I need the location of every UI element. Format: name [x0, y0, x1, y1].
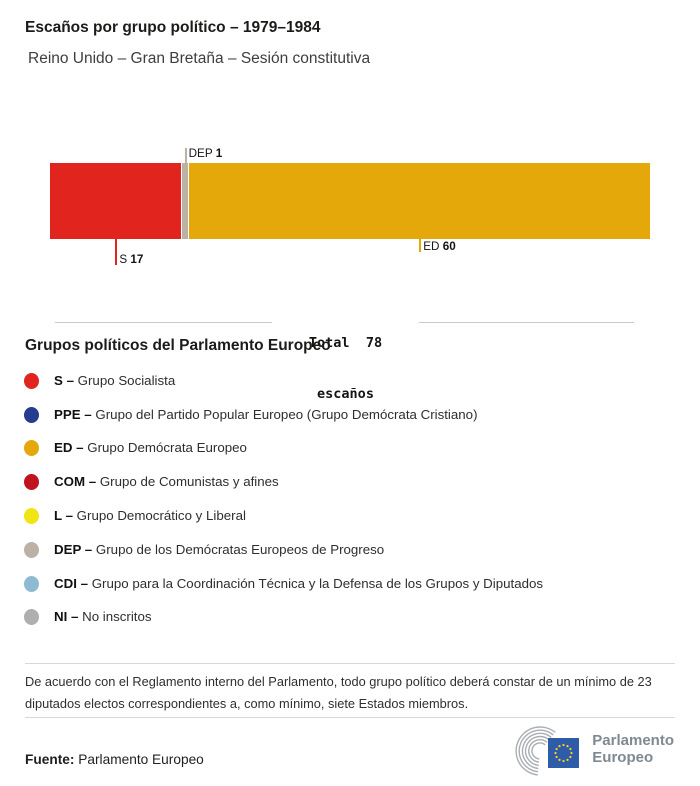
legend-heading: Grupos políticos del Parlamento Europeo: [25, 337, 331, 354]
legend-item-ed: ED – Grupo Demócrata Europeo: [24, 432, 684, 466]
legend-dot-dep: [24, 541, 39, 558]
legend-label-ed: ED – Grupo Demócrata Europeo: [54, 440, 247, 456]
legend-label-com: COM – Grupo de Comunistas y afines: [54, 474, 279, 490]
total-label: Total 78 escaños: [272, 301, 419, 437]
logo-wordmark: Parlamento Europeo: [592, 732, 674, 766]
bar-segment-s[interactable]: [50, 163, 181, 239]
callout-label-s: S 17: [119, 253, 144, 266]
legend-label-dep: DEP – Grupo de los Demócratas Europeos d…: [54, 541, 385, 557]
legend-item-l: L – Grupo Democrático y Liberal: [24, 499, 684, 533]
total-seats-value: Total 78: [308, 335, 383, 351]
legend-label-l: L – Grupo Democrático y Liberal: [54, 508, 246, 524]
bar-segment-ed[interactable]: [188, 163, 650, 239]
legend-item-com: COM – Grupo de Comunistas y afines: [24, 465, 684, 499]
legend-item-dep: DEP – Grupo de los Demócratas Europeos d…: [24, 533, 684, 567]
legend-dot-ppe: [24, 406, 39, 423]
divider-line-right: [419, 322, 634, 323]
legend-dot-ed: [24, 440, 39, 457]
logo-line2: Europeo: [592, 749, 654, 766]
total-divider: Total 78 escaños: [0, 298, 700, 402]
divider-line-left: [55, 322, 272, 323]
source-label: Fuente:: [25, 752, 75, 767]
legend-item-cdi: CDI – Grupo para la Coordinación Técnica…: [24, 567, 684, 601]
legend-dot-com: [24, 474, 39, 491]
european-parliament-logo: Parlamento Europeo: [500, 723, 674, 779]
legend-label-ppe: PPE – Grupo del Partido Popular Europeo …: [54, 406, 478, 422]
footnote-text: De acuerdo con el Reglamento interno del…: [25, 674, 652, 711]
legend-dot-s: [24, 372, 39, 389]
stacked-bar: [50, 163, 650, 239]
legend-item-s: S – Grupo Socialista: [24, 364, 684, 398]
bar-segment-dep[interactable]: [180, 163, 189, 239]
legend-label-s: S – Grupo Socialista: [54, 372, 176, 388]
legend-label-ni: NI – No inscritos: [54, 609, 152, 625]
callout-tick-s: [115, 239, 118, 265]
callout-tick-dep: [184, 148, 187, 163]
legend-dot-cdi: [24, 575, 39, 592]
source-value: Parlamento Europeo: [78, 752, 204, 767]
legend-dot-ni: [24, 609, 39, 626]
seats-bar-chart: S 17 DEP 1 ED 60: [0, 110, 700, 285]
legend-item-ppe: PPE – Grupo del Partido Popular Europeo …: [24, 398, 684, 432]
legend-list: S – Grupo Socialista PPE – Grupo del Part…: [24, 364, 684, 634]
footnote-rule-top: [25, 663, 675, 664]
callout-tick-ed: [419, 239, 422, 252]
footnote-rule-bottom: [25, 717, 675, 718]
page-title: Escaños por grupo político – 1979–1984: [25, 19, 321, 36]
hemicycle-flag-icon: [515, 726, 580, 776]
legend-label-cdi: CDI – Grupo para la Coordinación Técnica…: [54, 575, 544, 591]
total-seats-unit: escaños: [317, 386, 374, 402]
logo-line1: Parlamento: [592, 732, 674, 749]
callout-label-ed: ED 60: [423, 240, 456, 253]
source-line: Fuente: Parlamento Europeo: [25, 752, 204, 767]
callout-label-dep: DEP 1: [188, 147, 223, 160]
legend-item-ni: NI – No inscritos: [24, 601, 684, 635]
legend-dot-l: [24, 508, 39, 525]
page-subtitle: Reino Unido – Gran Bretaña – Sesión cons…: [28, 50, 371, 67]
